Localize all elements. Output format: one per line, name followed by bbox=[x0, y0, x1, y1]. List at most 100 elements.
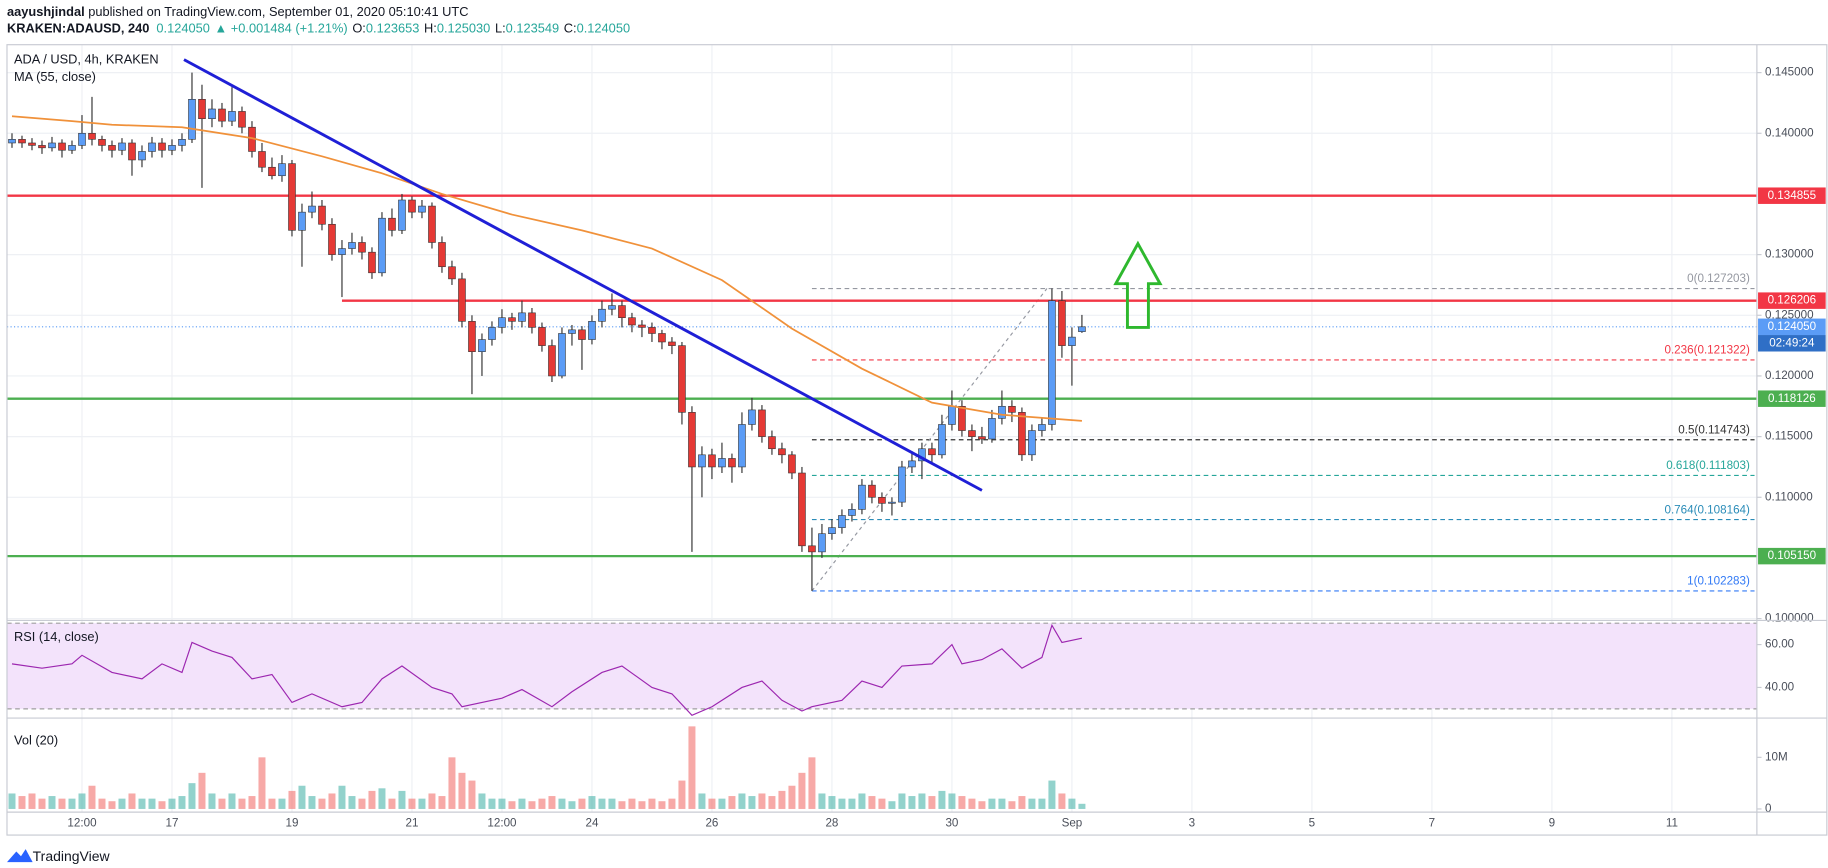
candle-body bbox=[888, 501, 896, 504]
level-badge: 0.118126 bbox=[1768, 392, 1816, 405]
candle-body bbox=[438, 242, 446, 268]
x-tick-label: 24 bbox=[585, 816, 598, 829]
candle-body bbox=[328, 223, 336, 255]
volume-bar bbox=[528, 801, 536, 809]
candle-body bbox=[298, 211, 306, 231]
volume-bar bbox=[218, 798, 226, 809]
countdown-bg bbox=[1758, 335, 1826, 352]
candle-body bbox=[88, 132, 96, 140]
volume-bar bbox=[408, 798, 416, 809]
ohlc-key: L: bbox=[495, 21, 506, 36]
candle-body bbox=[448, 266, 456, 280]
volume-bar bbox=[378, 788, 386, 809]
candle-body bbox=[588, 321, 596, 340]
x-tick-label: 9 bbox=[1549, 816, 1555, 829]
candle-body bbox=[468, 321, 476, 352]
candle-body bbox=[228, 111, 236, 122]
x-tick-label: 3 bbox=[1189, 816, 1195, 829]
volume-bar bbox=[578, 798, 586, 809]
candle-body bbox=[1028, 430, 1036, 456]
volume-bar bbox=[818, 793, 826, 809]
candle-body bbox=[548, 345, 556, 377]
brand: TradingView bbox=[33, 848, 111, 864]
candle-body bbox=[258, 151, 266, 168]
candle-body bbox=[878, 496, 886, 504]
candle-body bbox=[428, 205, 436, 243]
volume-bar bbox=[588, 796, 596, 809]
candle-body bbox=[868, 484, 876, 498]
volume-bar bbox=[278, 798, 286, 809]
volume-bar bbox=[138, 798, 146, 809]
level-badge-bg bbox=[1758, 547, 1826, 565]
volume-bar bbox=[188, 783, 196, 809]
candle-body bbox=[348, 242, 356, 249]
candle-body bbox=[528, 312, 536, 328]
volume-bar bbox=[1018, 796, 1026, 809]
candle-body bbox=[18, 139, 26, 144]
volume-bar bbox=[158, 801, 166, 809]
volume-bar bbox=[1038, 798, 1046, 809]
x-tick-label: 28 bbox=[825, 816, 838, 829]
volume-bar bbox=[838, 798, 846, 809]
volume-bar bbox=[88, 785, 96, 809]
candle-body bbox=[1068, 336, 1076, 346]
candle-body bbox=[358, 242, 366, 253]
level-badge-bg bbox=[1758, 292, 1826, 309]
x-tick-label: 7 bbox=[1429, 816, 1435, 829]
volume-bar bbox=[458, 772, 466, 809]
x-tick-label: 19 bbox=[285, 816, 298, 829]
level-badge: 0.126206 bbox=[1768, 294, 1817, 307]
candle-body bbox=[748, 409, 756, 425]
candle-body bbox=[628, 317, 636, 326]
candle-body bbox=[498, 317, 506, 328]
volume-bar bbox=[418, 798, 426, 809]
volume-bar bbox=[948, 793, 956, 809]
candle-body bbox=[408, 199, 416, 213]
candle-body bbox=[968, 430, 976, 437]
candle-body bbox=[608, 305, 616, 310]
ohlc-value: 0.124050 bbox=[577, 21, 630, 36]
volume-bar bbox=[1008, 801, 1016, 809]
volume-bar bbox=[338, 785, 346, 809]
candle-body bbox=[538, 327, 546, 346]
volume-bar bbox=[208, 793, 216, 809]
candle-body bbox=[388, 217, 396, 231]
candle-body bbox=[988, 418, 996, 440]
level-badge-bg bbox=[1758, 390, 1826, 407]
volume-bar bbox=[998, 798, 1006, 809]
ohlc-value: 0.123549 bbox=[506, 21, 559, 36]
candle-body bbox=[638, 324, 646, 328]
x-tick-label: 12:00 bbox=[67, 816, 97, 829]
volume-bar bbox=[128, 793, 136, 809]
volume-bar bbox=[798, 772, 806, 809]
volume-bar bbox=[758, 793, 766, 809]
last-price-badge-bg bbox=[1758, 318, 1826, 336]
candle-body bbox=[978, 436, 986, 440]
volume-bar bbox=[308, 796, 316, 809]
candle-body bbox=[648, 327, 656, 334]
volume-bar bbox=[328, 793, 336, 809]
candle-body bbox=[28, 142, 36, 146]
change: ▲ +0.001484 (+1.21%) bbox=[215, 21, 348, 36]
volume-bar bbox=[268, 798, 276, 809]
candle-body bbox=[1008, 405, 1016, 413]
candle-body bbox=[68, 145, 76, 151]
y-tick-label: 0.110000 bbox=[1765, 490, 1813, 503]
volume-bar bbox=[518, 798, 526, 809]
x-tick-label: 11 bbox=[1666, 816, 1678, 829]
candle-body bbox=[958, 405, 966, 431]
fib-diagonal bbox=[811, 288, 1048, 592]
volume-bar bbox=[248, 796, 256, 809]
ohlc-value: 0.123653 bbox=[366, 21, 419, 36]
volume-bar bbox=[608, 798, 616, 809]
volume-bar bbox=[688, 726, 696, 809]
candle-body bbox=[1018, 412, 1026, 456]
candle-body bbox=[928, 448, 936, 456]
vol-legend: Vol (20) bbox=[14, 732, 58, 747]
volume-bar bbox=[968, 798, 976, 809]
volume-bar bbox=[8, 793, 16, 809]
x-tick-label: 17 bbox=[166, 816, 179, 829]
volume-bar bbox=[738, 793, 746, 809]
candle-body bbox=[938, 424, 946, 456]
candle-body bbox=[1048, 300, 1056, 425]
